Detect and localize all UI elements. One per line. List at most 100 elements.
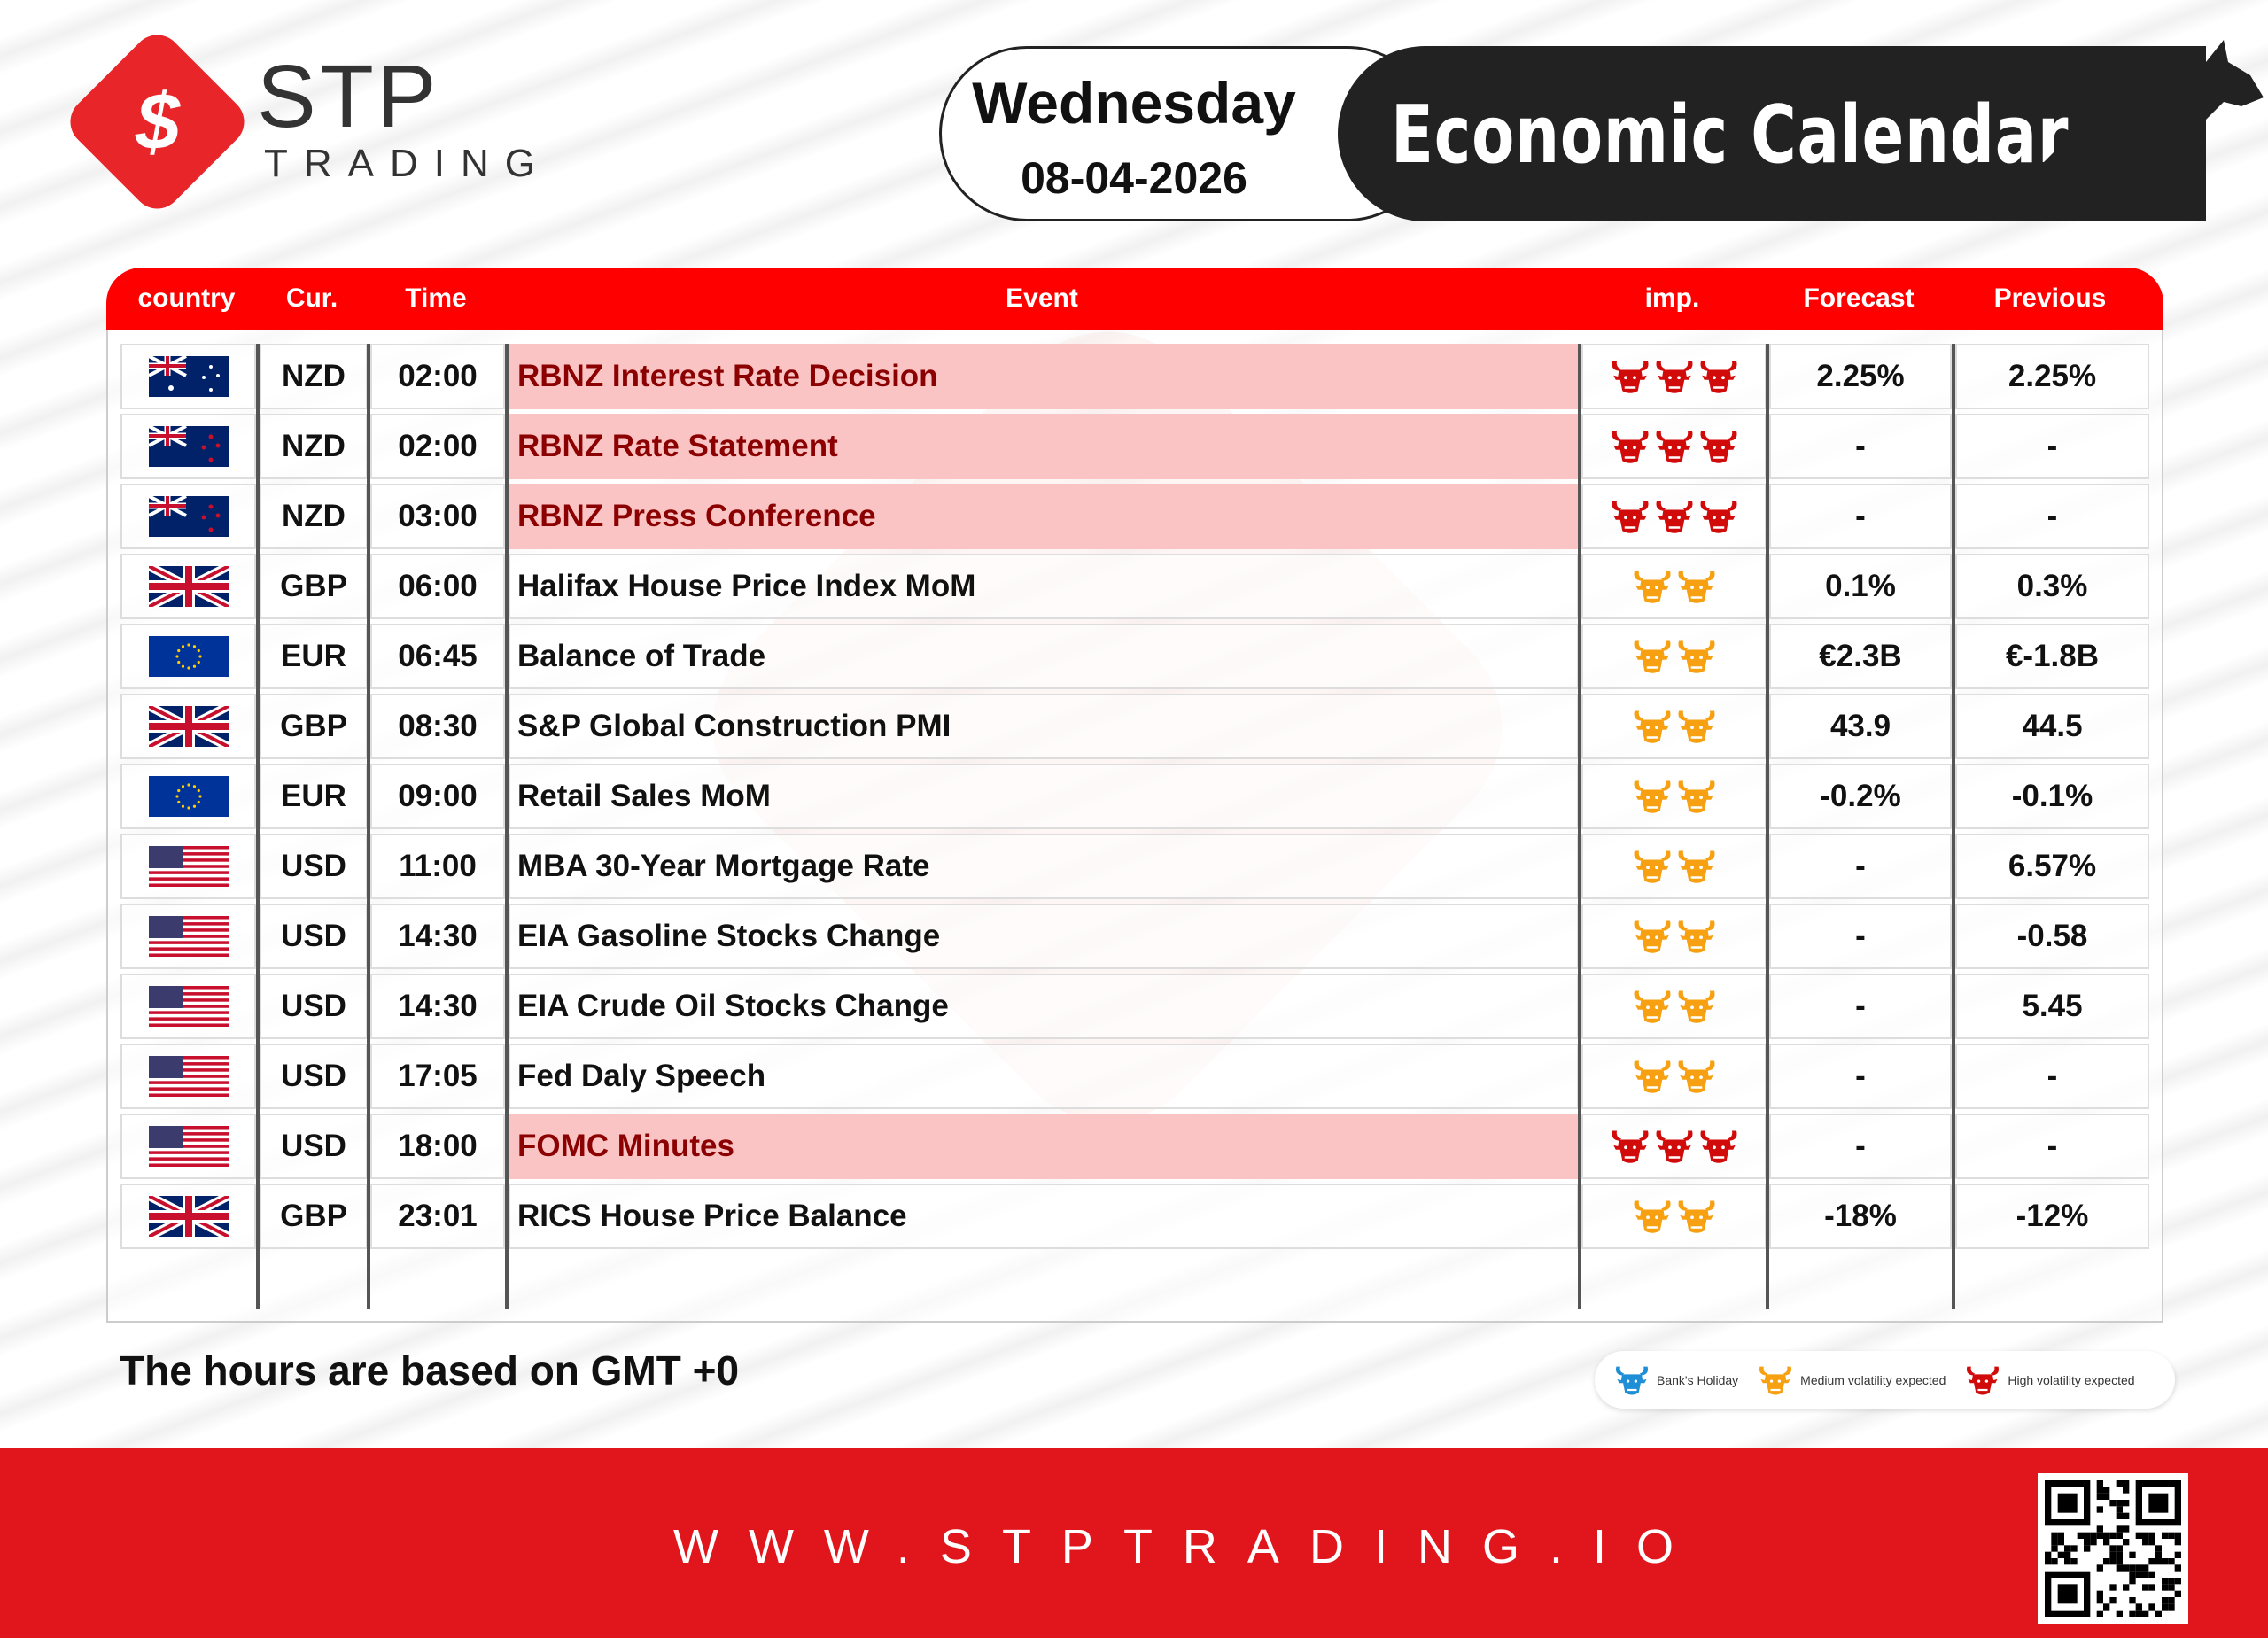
forecast-cell: -18%	[1769, 1184, 1952, 1249]
flag-eu-icon	[148, 776, 229, 817]
previous-cell: 6.57%	[1955, 834, 2149, 899]
bull-icon	[1612, 431, 1648, 463]
column-divider	[505, 344, 509, 1309]
forecast-cell: 0.1%	[1769, 554, 1952, 619]
event-cell: EIA Gasoline Stocks Change	[509, 904, 1579, 969]
forecast-cell: -	[1769, 1044, 1952, 1109]
bull-icon	[1700, 361, 1736, 393]
event-cell: RBNZ Rate Statement	[509, 414, 1579, 479]
legend-item: High volatility expected	[1963, 1361, 2135, 1400]
time-cell: 11:00	[370, 834, 505, 899]
column-divider	[1578, 344, 1581, 1309]
currency-cell: USD	[260, 1044, 368, 1109]
col-country: country	[137, 283, 236, 313]
forecast-cell: -	[1769, 414, 1952, 479]
flag-us-icon	[148, 986, 229, 1027]
previous-cell: 2.25%	[1955, 344, 2149, 409]
previous-cell: -	[1955, 414, 2149, 479]
flag-cell	[120, 554, 256, 619]
table-row: GBP 06:00 Halifax House Price Index MoM 0.1…	[120, 554, 2149, 619]
table-row: USD 17:05 Fed Daly Speech - -	[120, 1044, 2149, 1109]
previous-cell: €-1.8B	[1955, 624, 2149, 689]
flag-us-icon	[148, 1056, 229, 1097]
table-header: country Cur. Time Event imp. Forecast Pr…	[106, 268, 2163, 330]
website-link[interactable]: WWW.STPTRADING.IO	[673, 1520, 1704, 1573]
flag-cell	[120, 624, 256, 689]
previous-cell: -	[1955, 1044, 2149, 1109]
legend-item: Medium volatility expected	[1756, 1361, 1946, 1400]
previous-cell: 0.3%	[1955, 554, 2149, 619]
time-cell: 23:01	[370, 1184, 505, 1249]
date: 08-04-2026	[1021, 153, 1247, 203]
time-cell: 17:05	[370, 1044, 505, 1109]
importance-cell	[1581, 624, 1767, 689]
forecast-cell: -	[1769, 974, 1952, 1039]
currency-cell: EUR	[260, 624, 368, 689]
currency-cell: NZD	[260, 414, 368, 479]
bull-icon	[1656, 361, 1692, 393]
flag-nz-icon	[148, 496, 229, 537]
bull-icon	[1678, 850, 1714, 883]
previous-cell: -0.58	[1955, 904, 2149, 969]
importance-cell	[1581, 974, 1767, 1039]
flag-eu-icon	[148, 636, 229, 677]
bull-icon	[1759, 1366, 1792, 1394]
time-cell: 14:30	[370, 904, 505, 969]
event-cell: EIA Crude Oil Stocks Change	[509, 974, 1579, 1039]
bull-icon	[1656, 431, 1692, 463]
page-title: Economic Calendar	[1391, 89, 2070, 182]
currency-cell: USD	[260, 834, 368, 899]
col-currency: Cur.	[285, 283, 338, 313]
bull-icon	[1678, 1060, 1714, 1093]
bull-icon	[1678, 1200, 1714, 1233]
bull-icon	[1678, 920, 1714, 953]
legend-label: Medium volatility expected	[1800, 1372, 1946, 1387]
bull-icon	[1634, 640, 1670, 673]
brand-sub: TRADING	[264, 142, 551, 185]
flag-cell	[120, 904, 256, 969]
previous-cell: -0.1%	[1955, 764, 2149, 829]
importance-cell	[1581, 904, 1767, 969]
bull-icon	[1656, 1130, 1692, 1163]
previous-cell: -	[1955, 1114, 2149, 1179]
event-cell: RBNZ Press Conference	[509, 484, 1579, 549]
currency-cell: USD	[260, 904, 368, 969]
event-cell: Balance of Trade	[509, 624, 1579, 689]
currency-cell: USD	[260, 1114, 368, 1179]
currency-cell: NZD	[260, 344, 368, 409]
flag-gb-icon	[148, 706, 229, 747]
col-time: Time	[405, 283, 467, 313]
event-cell: S&P Global Construction PMI	[509, 694, 1579, 759]
table-row: GBP 23:01 RICS House Price Balance -18% -12%	[120, 1184, 2149, 1249]
bull-icon	[1678, 710, 1714, 743]
flag-gb-icon	[148, 566, 229, 607]
time-cell: 06:45	[370, 624, 505, 689]
bull-icon	[1634, 920, 1670, 953]
forecast-cell: -	[1769, 484, 1952, 549]
col-forecast: Forecast	[1803, 283, 1915, 313]
event-cell: Retail Sales MoM	[509, 764, 1579, 829]
previous-cell: -	[1955, 484, 2149, 549]
forecast-cell: -	[1769, 1114, 1952, 1179]
legend-label: Bank's Holiday	[1657, 1372, 1739, 1387]
currency-cell: USD	[260, 974, 368, 1039]
importance-cell	[1581, 344, 1767, 409]
table-row: USD 14:30 EIA Gasoline Stocks Change - -0.58	[120, 904, 2149, 969]
table-row: USD 18:00 FOMC Minutes - -	[120, 1114, 2149, 1179]
bull-icon	[1634, 990, 1670, 1023]
forecast-cell: 43.9	[1769, 694, 1952, 759]
bull-icon	[1967, 1366, 2000, 1394]
col-importance: imp.	[1644, 283, 1700, 313]
previous-cell: 5.45	[1955, 974, 2149, 1039]
forecast-cell: €2.3B	[1769, 624, 1952, 689]
importance-cell	[1581, 764, 1767, 829]
event-cell: MBA 30-Year Mortgage Rate	[509, 834, 1579, 899]
time-cell: 06:00	[370, 554, 505, 619]
flag-au-icon	[148, 356, 229, 397]
bull-icon	[1678, 780, 1714, 813]
flag-us-icon	[148, 916, 229, 957]
events-table: NZD 02:00 RBNZ Interest Rate Decision 2.25%…	[106, 330, 2163, 1323]
table-row: NZD 02:00 RBNZ Interest Rate Decision 2.25%…	[120, 344, 2149, 409]
logo-s-icon: $	[135, 78, 181, 167]
legend-label: High volatility expected	[2008, 1372, 2135, 1387]
